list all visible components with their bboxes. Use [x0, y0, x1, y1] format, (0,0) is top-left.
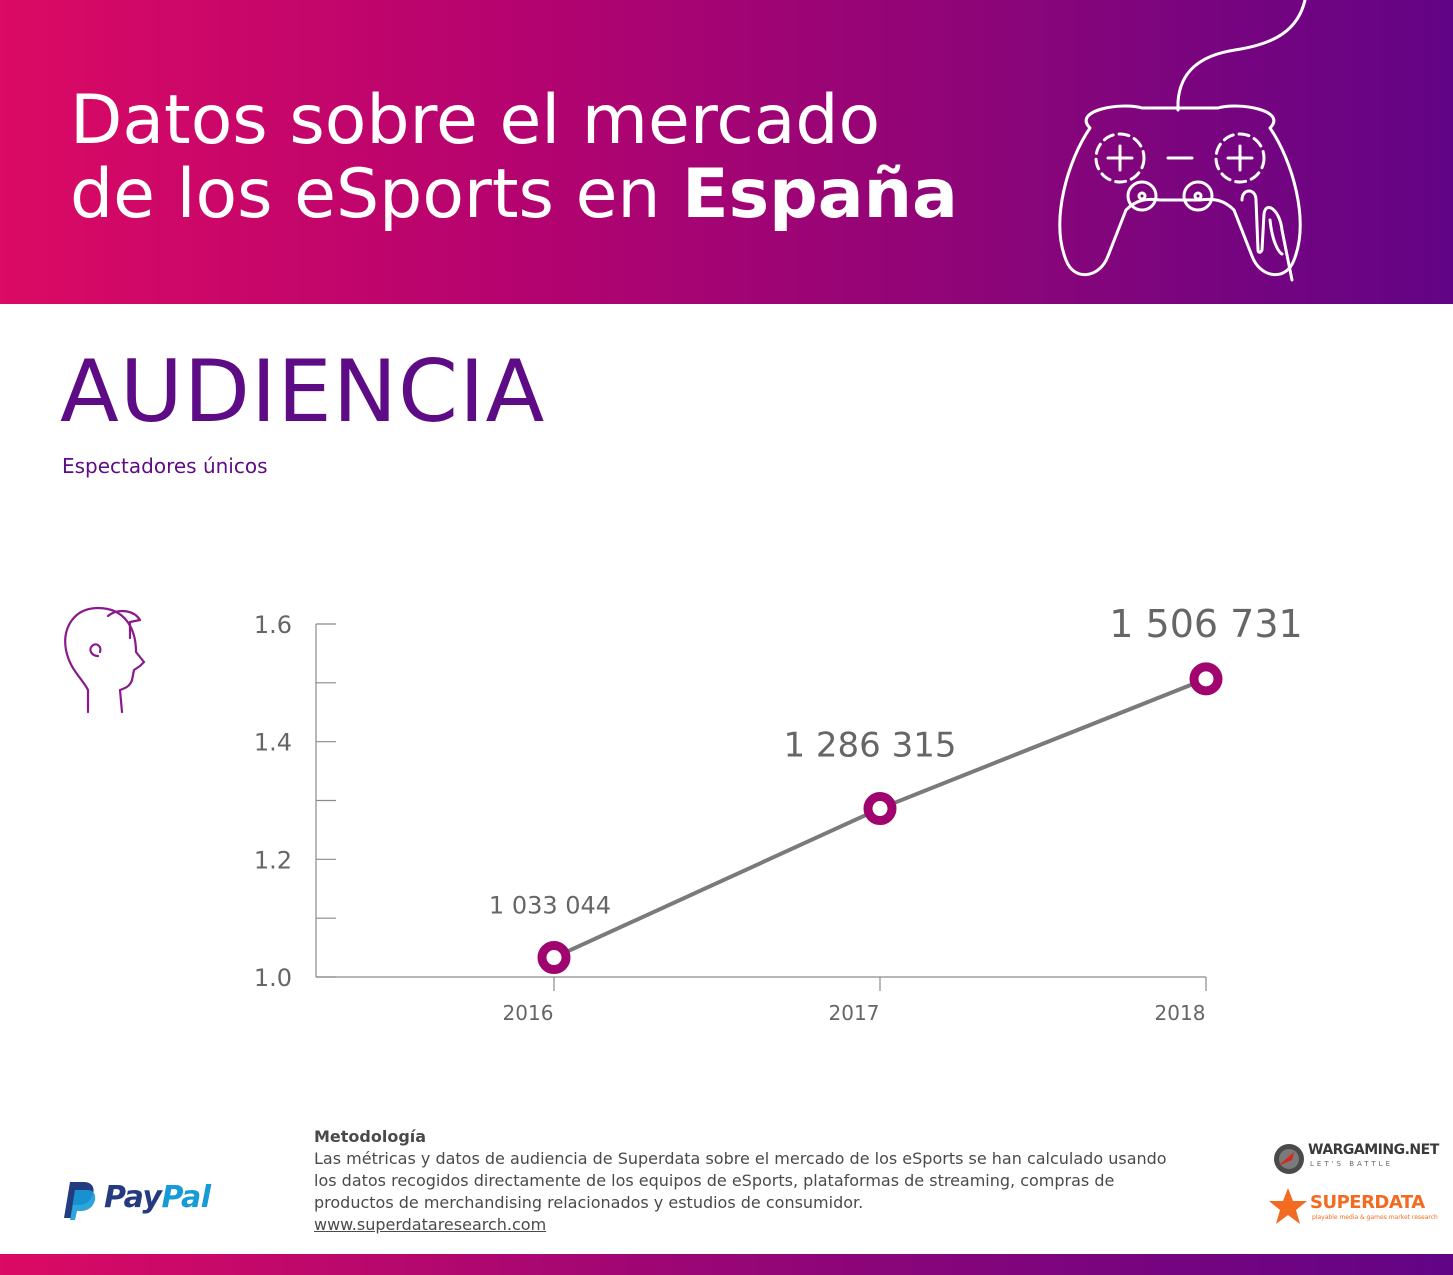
wargaming-mark-icon: [1274, 1144, 1304, 1174]
paypal-word-b: Pal: [161, 1180, 211, 1215]
superdata-name: SUPERDATA: [1310, 1192, 1425, 1213]
section-title: AUDIENCIA: [60, 342, 546, 442]
methodology-link[interactable]: www.superdataresearch.com: [314, 1215, 547, 1234]
title-line-2-prefix: de los eSports en: [70, 155, 683, 234]
methodology-note: Metodología Las métricas y datos de audi…: [314, 1126, 1194, 1236]
title-line-2-bold: España: [682, 155, 958, 234]
paypal-word-a: Pay: [104, 1180, 162, 1215]
star-icon: [1269, 1188, 1307, 1224]
x-tick-label: 2016: [503, 1001, 554, 1025]
x-tick-label: 2017: [829, 1001, 880, 1025]
data-point: [1189, 662, 1223, 696]
data-label: 1 286 315: [783, 726, 956, 766]
title-line-1: Datos sobre el mercado: [70, 81, 881, 160]
y-tick-label: 1.4: [254, 729, 292, 757]
data-point: [863, 792, 897, 826]
paypal-logo: PayPal: [54, 1176, 234, 1224]
data-point: [537, 941, 571, 975]
section-subtitle: Espectadores únicos: [62, 454, 268, 478]
methodology-title: Metodología: [314, 1127, 427, 1146]
y-tick-label: 1.2: [254, 846, 292, 874]
data-label: 1 033 044: [489, 892, 611, 920]
page-title: Datos sobre el mercado de los eSports en…: [70, 84, 958, 232]
superdata-tagline: playable media & games market research: [1312, 1214, 1438, 1221]
methodology-text: Las métricas y datos de audiencia de Sup…: [314, 1149, 1167, 1212]
superdata-logo: SUPERDATA playable media & games market …: [1268, 1184, 1438, 1232]
wargaming-tagline: LET'S BATTLE: [1310, 1160, 1393, 1168]
paypal-wordmark: PayPal: [104, 1180, 211, 1215]
wargaming-logo: WARGAMING.NET LET'S BATTLE: [1270, 1140, 1439, 1180]
x-tick-label: 2018: [1155, 1001, 1206, 1025]
head-icon: [64, 606, 146, 714]
bottom-bar: [0, 1254, 1453, 1275]
header-banner: Datos sobre el mercado de los eSports en…: [0, 0, 1453, 304]
paypal-mark-icon: [64, 1182, 96, 1220]
y-tick-label: 1.6: [254, 611, 292, 639]
data-label: 1 506 731: [1109, 602, 1302, 646]
wargaming-name: WARGAMING.NET: [1308, 1142, 1439, 1158]
gamepad-icon: [1058, 0, 1307, 282]
y-tick-label: 1.0: [254, 964, 292, 992]
